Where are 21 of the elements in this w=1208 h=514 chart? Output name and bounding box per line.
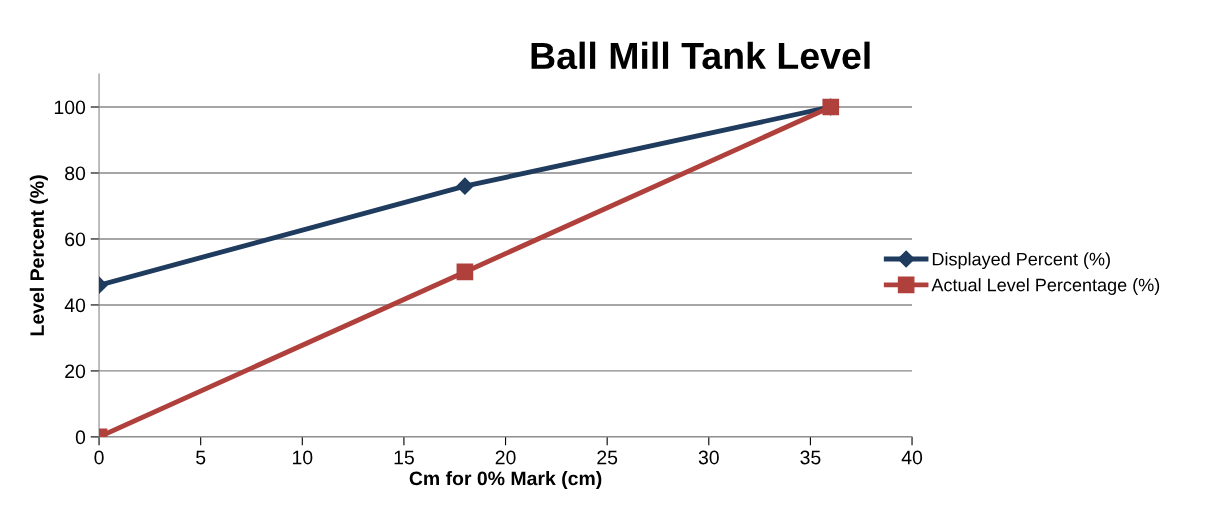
point	[456, 263, 474, 281]
y-axis-title: Level Percent (%)	[29, 175, 48, 336]
x-tick-label: 0	[94, 450, 104, 465]
x-tick-label: 20	[495, 450, 516, 465]
x-tick-label: 10	[292, 450, 313, 465]
x-tick-label: 35	[800, 450, 821, 465]
y-tick-label: 0	[75, 430, 86, 445]
x-tick-label: 30	[698, 450, 719, 465]
y-tick-label: 80	[65, 166, 86, 181]
x-tick-label: 15	[394, 450, 414, 465]
y-tick-label: 100	[54, 100, 86, 115]
x-axis-title: Cm for 0% Mark (cm)	[409, 471, 602, 490]
y-tick-label: 60	[65, 232, 86, 247]
chart-title: Ball Mill Tank Level	[531, 41, 870, 70]
x-tick-label: 25	[597, 450, 618, 465]
x-tick-label: 5	[196, 450, 206, 465]
legend-label: Actual Level Percentage (%)	[931, 278, 1160, 295]
y-tick-label: 40	[64, 298, 86, 313]
legend-label: Displayed Percent (%)	[932, 252, 1110, 270]
x-tick-label: 40	[901, 450, 923, 465]
y-tick-label: 20	[65, 364, 86, 379]
